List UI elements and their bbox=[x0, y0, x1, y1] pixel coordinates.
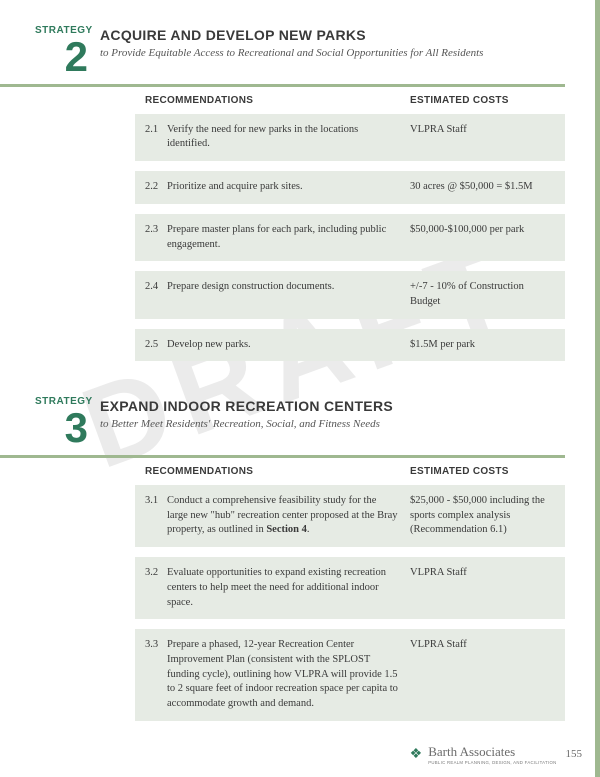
strategy-header: STRATEGY 3 EXPAND INDOOR RECREATION CENT… bbox=[35, 396, 565, 447]
footer-brand-block: Barth Associates PUBLIC REALM PLANNING, … bbox=[428, 744, 556, 765]
strategy-number-wrap: STRATEGY 2 bbox=[35, 25, 100, 76]
strategy-number: 3 bbox=[35, 409, 88, 447]
rec-text: Prepare a phased, 12-year Recreation Cen… bbox=[167, 638, 410, 711]
page-footer: ❖ Barth Associates PUBLIC REALM PLANNING… bbox=[410, 744, 582, 765]
strategy-title-wrap: ACQUIRE AND DEVELOP NEW PARKS to Provide… bbox=[100, 25, 565, 61]
strategy-block-2: STRATEGY 2 ACQUIRE AND DEVELOP NEW PARKS… bbox=[35, 25, 565, 361]
rec-number: 2.5 bbox=[145, 338, 167, 353]
col-header-costs: ESTIMATED COSTS bbox=[410, 466, 555, 477]
table-row: 3.2Evaluate opportunities to expand exis… bbox=[135, 557, 565, 619]
recommendations-table: RECOMMENDATIONS ESTIMATED COSTS 3.1Condu… bbox=[135, 458, 565, 721]
strategy-title: EXPAND INDOOR RECREATION CENTERS bbox=[100, 398, 565, 414]
footer-tagline: PUBLIC REALM PLANNING, DESIGN, AND FACIL… bbox=[428, 761, 556, 765]
rec-number: 3.3 bbox=[145, 638, 167, 711]
footer-logo-icon: ❖ bbox=[410, 746, 423, 763]
rec-text: Prioritize and acquire park sites. bbox=[167, 180, 410, 195]
col-header-recommendations: RECOMMENDATIONS bbox=[145, 466, 410, 477]
strategy-title-wrap: EXPAND INDOOR RECREATION CENTERS to Bett… bbox=[100, 396, 565, 432]
cost-text: VLPRA Staff bbox=[410, 123, 555, 152]
rec-number: 3.2 bbox=[145, 566, 167, 610]
rec-number: 2.3 bbox=[145, 223, 167, 252]
rec-number: 2.2 bbox=[145, 180, 167, 195]
table-header-row: RECOMMENDATIONS ESTIMATED COSTS bbox=[135, 87, 565, 114]
cost-text: +/-7 - 10% of Construction Budget bbox=[410, 280, 555, 309]
table-row: 2.1Verify the need for new parks in the … bbox=[135, 114, 565, 161]
rec-text: Verify the need for new parks in the loc… bbox=[167, 123, 410, 152]
strategy-number-wrap: STRATEGY 3 bbox=[35, 396, 100, 447]
cost-text: $50,000-$100,000 per park bbox=[410, 223, 555, 252]
strategy-number: 2 bbox=[35, 38, 88, 76]
rec-text: Prepare master plans for each park, incl… bbox=[167, 223, 410, 252]
table-row: 2.2Prioritize and acquire park sites. 30… bbox=[135, 171, 565, 204]
strategy-block-3: STRATEGY 3 EXPAND INDOOR RECREATION CENT… bbox=[35, 396, 565, 720]
col-header-costs: ESTIMATED COSTS bbox=[410, 95, 555, 106]
table-row: 3.3Prepare a phased, 12-year Recreation … bbox=[135, 629, 565, 720]
rec-text: Prepare design construction documents. bbox=[167, 280, 410, 309]
table-row: 3.1Conduct a comprehensive feasibility s… bbox=[135, 485, 565, 547]
strategy-subtitle: to Better Meet Residents' Recreation, So… bbox=[100, 417, 565, 432]
rec-number: 2.1 bbox=[145, 123, 167, 152]
recommendations-table: RECOMMENDATIONS ESTIMATED COSTS 2.1Verif… bbox=[135, 87, 565, 362]
rec-text: Evaluate opportunities to expand existin… bbox=[167, 566, 410, 610]
rec-text: Conduct a comprehensive feasibility stud… bbox=[167, 494, 410, 538]
cost-text: $25,000 - $50,000 including the sports c… bbox=[410, 494, 555, 538]
strategy-subtitle: to Provide Equitable Access to Recreatio… bbox=[100, 46, 565, 61]
table-row: 2.3Prepare master plans for each park, i… bbox=[135, 214, 565, 261]
cost-text: VLPRA Staff bbox=[410, 566, 555, 610]
page-content: STRATEGY 2 ACQUIRE AND DEVELOP NEW PARKS… bbox=[0, 0, 600, 721]
col-header-recommendations: RECOMMENDATIONS bbox=[145, 95, 410, 106]
cost-text: 30 acres @ $50,000 = $1.5M bbox=[410, 180, 555, 195]
table-row: 2.4Prepare design construction documents… bbox=[135, 271, 565, 318]
page-number: 155 bbox=[566, 748, 583, 760]
strategy-title: ACQUIRE AND DEVELOP NEW PARKS bbox=[100, 27, 565, 43]
rec-text: Develop new parks. bbox=[167, 338, 410, 353]
table-header-row: RECOMMENDATIONS ESTIMATED COSTS bbox=[135, 458, 565, 485]
footer-brand-name: Barth Associates bbox=[428, 744, 515, 760]
rec-number: 3.1 bbox=[145, 494, 167, 538]
cost-text: VLPRA Staff bbox=[410, 638, 555, 711]
rec-number: 2.4 bbox=[145, 280, 167, 309]
strategy-header: STRATEGY 2 ACQUIRE AND DEVELOP NEW PARKS… bbox=[35, 25, 565, 76]
cost-text: $1.5M per park bbox=[410, 338, 555, 353]
table-row: 2.5Develop new parks. $1.5M per park bbox=[135, 329, 565, 362]
